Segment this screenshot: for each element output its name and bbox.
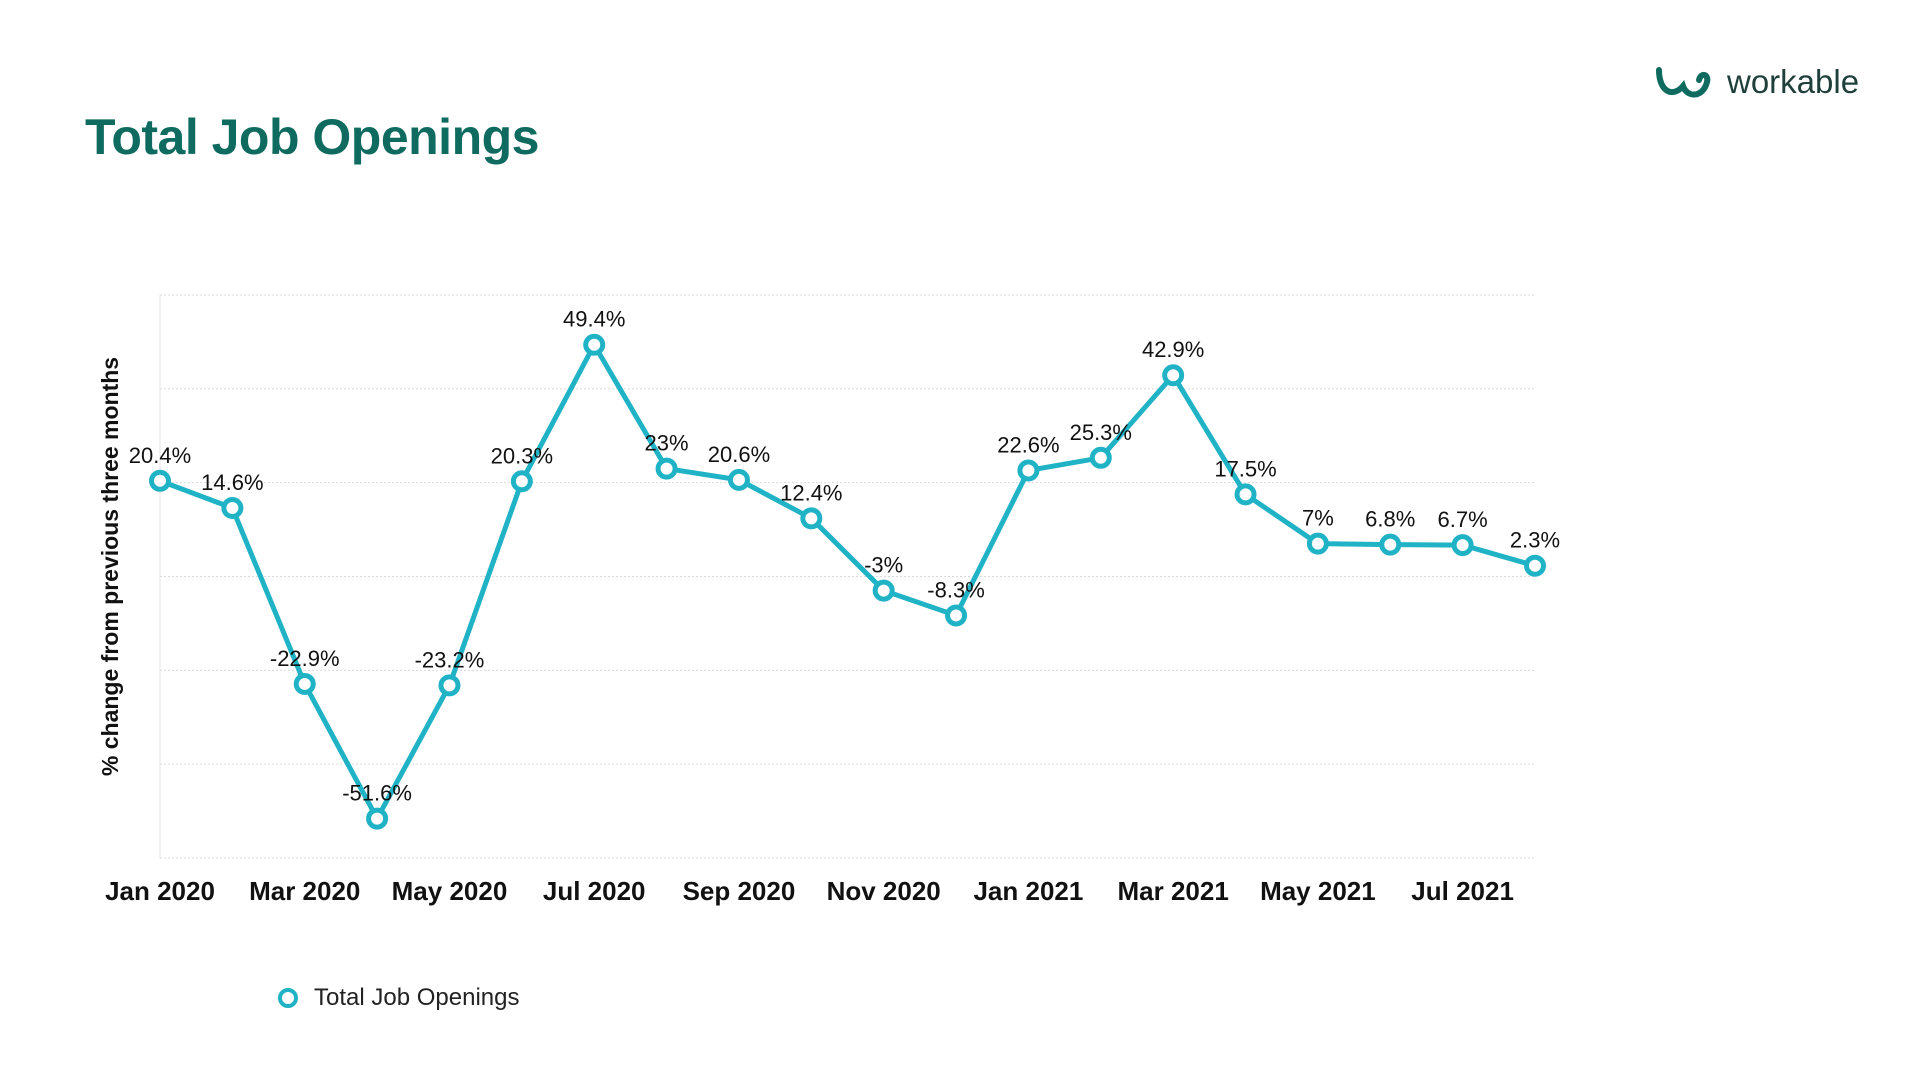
data-label: 25.3% (1070, 420, 1132, 445)
x-tick-label: Jul 2021 (1411, 876, 1514, 906)
workable-logo: workable (1655, 62, 1859, 102)
chart-legend: Total Job Openings (278, 984, 519, 1012)
page-title: Total Job Openings (85, 109, 539, 165)
x-tick-label: Sep 2020 (683, 876, 796, 906)
data-label: -8.3% (927, 577, 984, 602)
data-point (1017, 459, 1040, 482)
data-point (510, 470, 533, 493)
data-point (583, 333, 606, 356)
data-label: 20.6% (708, 442, 770, 467)
legend-label: Total Job Openings (314, 984, 520, 1011)
data-point (221, 497, 244, 520)
logo-text: workable (1727, 63, 1860, 100)
data-label: 6.8% (1365, 507, 1415, 532)
x-tick-label: Mar 2021 (1118, 876, 1229, 906)
data-label: 7% (1302, 506, 1334, 531)
data-label: 14.6% (201, 470, 263, 495)
x-tick-label: May 2020 (392, 876, 508, 906)
data-label: 49.4% (563, 307, 625, 332)
y-axis-label: % change from previous three months (97, 357, 123, 776)
data-label: 22.6% (997, 432, 1059, 457)
data-label: -22.9% (270, 646, 340, 671)
data-point (655, 457, 678, 480)
data-point (1306, 532, 1329, 555)
data-point (945, 604, 968, 627)
data-point (1524, 554, 1546, 577)
x-tick-label: Jan 2020 (105, 876, 215, 906)
x-tick-label: Nov 2020 (827, 876, 941, 906)
data-point (366, 807, 389, 830)
data-point (872, 579, 895, 602)
data-label: -23.2% (415, 647, 485, 672)
data-label: 2.3% (1510, 528, 1560, 553)
legend-marker-icon (278, 988, 298, 1008)
data-point (1451, 534, 1474, 557)
series-line (159, 342, 1536, 822)
data-label: 6.7% (1438, 507, 1488, 532)
data-label: 12.4% (780, 480, 842, 505)
x-tick-label: May 2021 (1260, 876, 1376, 906)
data-point (800, 507, 823, 530)
data-point (1234, 483, 1257, 506)
data-point (727, 468, 750, 491)
data-label: -3% (864, 553, 903, 578)
workable-logo-icon (1656, 67, 1711, 98)
x-tick-label: Jul 2020 (543, 876, 646, 906)
x-tick-label: Mar 2020 (249, 876, 360, 906)
data-label: 17.5% (1214, 456, 1276, 481)
data-point (149, 469, 171, 492)
data-label: 23% (645, 431, 689, 456)
data-label: 42.9% (1142, 337, 1204, 362)
data-label: -51.6% (342, 781, 412, 806)
data-point (1162, 364, 1185, 387)
data-point (1379, 533, 1402, 556)
data-point (1089, 446, 1112, 469)
data-label: 20.4% (129, 443, 191, 468)
data-label: 20.3% (491, 443, 553, 468)
x-tick-label: Jan 2021 (973, 876, 1083, 906)
data-point (293, 672, 316, 695)
data-point (438, 674, 461, 697)
